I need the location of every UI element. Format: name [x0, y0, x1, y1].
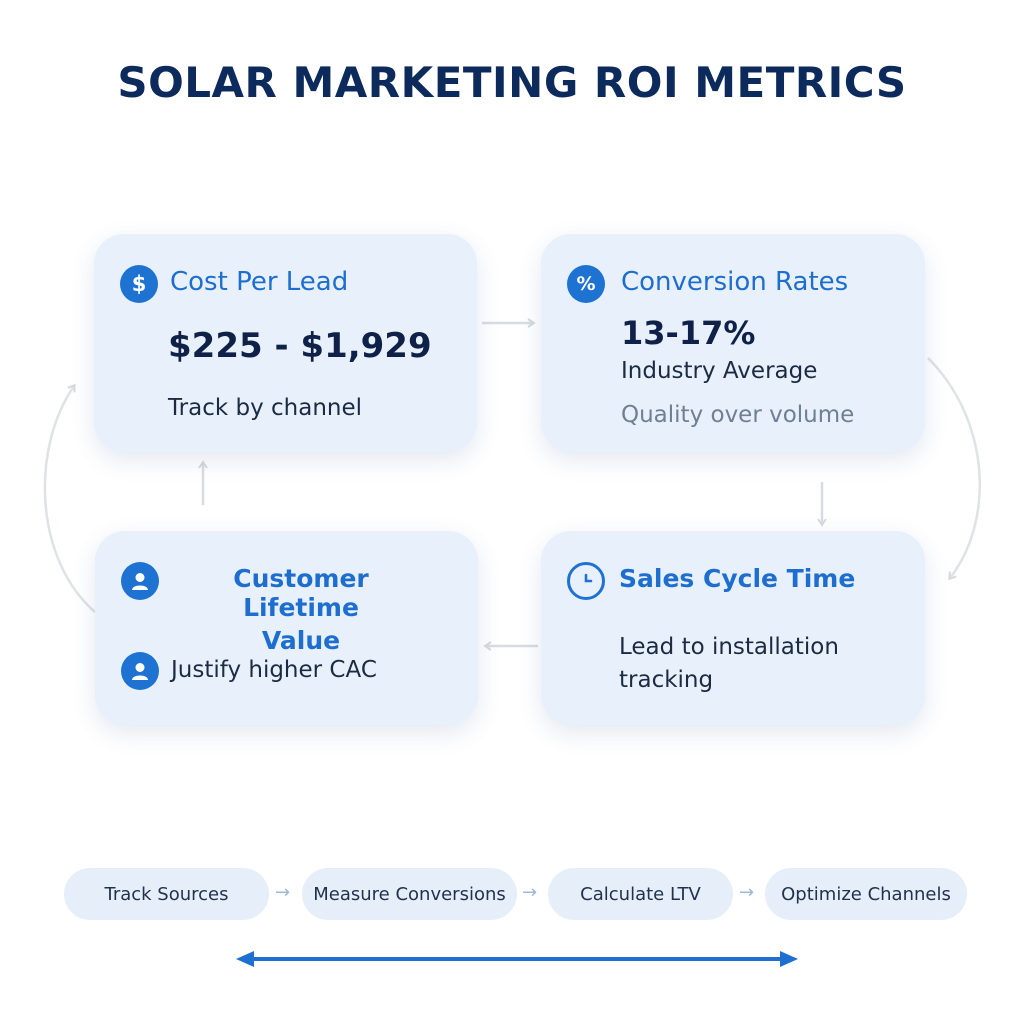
conversion-rates-card: % Conversion Rates 13-17% Industry Avera… — [541, 234, 925, 452]
card-title-line: Customer Lifetime — [233, 564, 369, 622]
card-title-line: Value — [261, 626, 341, 655]
step-optimize-channels: Optimize Channels — [765, 868, 967, 920]
user-icon — [121, 562, 159, 600]
page-title: SOLAR MARKETING ROI METRICS — [117, 58, 907, 107]
step-measure-conversions: Measure Conversions — [302, 868, 517, 920]
connector-curve — [43, 383, 96, 613]
cost-per-lead-value: $225 - $1,929 — [168, 326, 432, 366]
customer-lifetime-value-card: Customer Lifetime Value Justify higher C… — [95, 531, 478, 725]
clock-icon — [567, 562, 605, 600]
card-title: Conversion Rates — [621, 267, 849, 297]
card-note: Justify higher CAC — [171, 657, 377, 683]
card-title: Customer Lifetime Value — [171, 564, 431, 655]
card-note: Lead to installation tracking — [619, 631, 839, 697]
card-note: Track by channel — [168, 395, 363, 421]
arrow-right-icon: → — [522, 882, 538, 903]
card-title: Sales Cycle Time — [619, 564, 856, 593]
card-note-line: tracking — [619, 667, 714, 693]
cost-per-lead-card: $ Cost Per Lead $225 - $1,929 Track by c… — [94, 234, 477, 452]
connector-curve — [927, 357, 981, 581]
step-track-sources: Track Sources — [64, 868, 269, 920]
card-title: Cost Per Lead — [170, 267, 349, 297]
arrow-right-icon: → — [739, 882, 755, 903]
card-note-line: Lead to installation — [619, 634, 839, 660]
card-subtitle: Industry Average — [621, 358, 818, 384]
conversion-rate-value: 13-17% — [621, 314, 756, 352]
sales-cycle-time-card: Sales Cycle Time Lead to installation tr… — [541, 531, 925, 725]
user-icon — [121, 652, 159, 690]
card-note: Quality over volume — [621, 402, 855, 428]
step-calculate-ltv: Calculate LTV — [548, 868, 733, 920]
percent-icon: % — [567, 265, 605, 303]
dollar-icon: $ — [120, 265, 158, 303]
arrow-right-icon: → — [275, 882, 291, 903]
